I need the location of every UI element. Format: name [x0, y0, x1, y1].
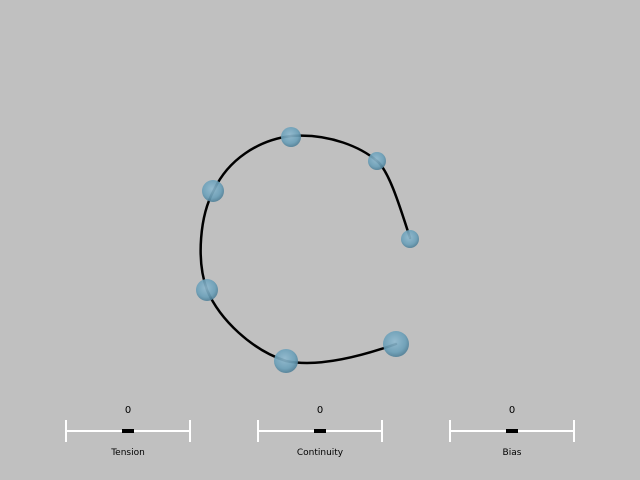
control-point-p1[interactable]	[401, 230, 419, 248]
control-point-p6[interactable]	[274, 349, 298, 373]
bias-value: 0	[508, 405, 516, 416]
control-point-p3[interactable]	[281, 127, 301, 147]
control-point-p7[interactable]	[383, 331, 409, 357]
tension-slider-thumb[interactable]	[122, 429, 134, 433]
tension-slider-max-cap	[189, 420, 191, 442]
tension-slider-min-cap	[65, 420, 67, 442]
bias-slider[interactable]: 0 Bias	[449, 405, 575, 465]
control-point-p4[interactable]	[202, 180, 224, 202]
continuity-slider-max-cap	[381, 420, 383, 442]
tension-slider[interactable]: 0 Tension	[65, 405, 191, 465]
bias-slider-min-cap	[449, 420, 451, 442]
continuity-value: 0	[316, 405, 324, 416]
tension-label: Tension	[111, 448, 145, 458]
continuity-slider-thumb[interactable]	[314, 429, 326, 433]
tension-value: 0	[124, 405, 132, 416]
bias-label: Bias	[502, 448, 522, 458]
control-point-p5[interactable]	[196, 279, 218, 301]
control-point-p2[interactable]	[368, 152, 386, 170]
continuity-slider-min-cap	[257, 420, 259, 442]
bias-slider-thumb[interactable]	[506, 429, 518, 433]
continuity-label: Continuity	[296, 448, 344, 458]
bias-slider-max-cap	[573, 420, 575, 442]
continuity-slider[interactable]: 0 Continuity	[257, 405, 383, 465]
